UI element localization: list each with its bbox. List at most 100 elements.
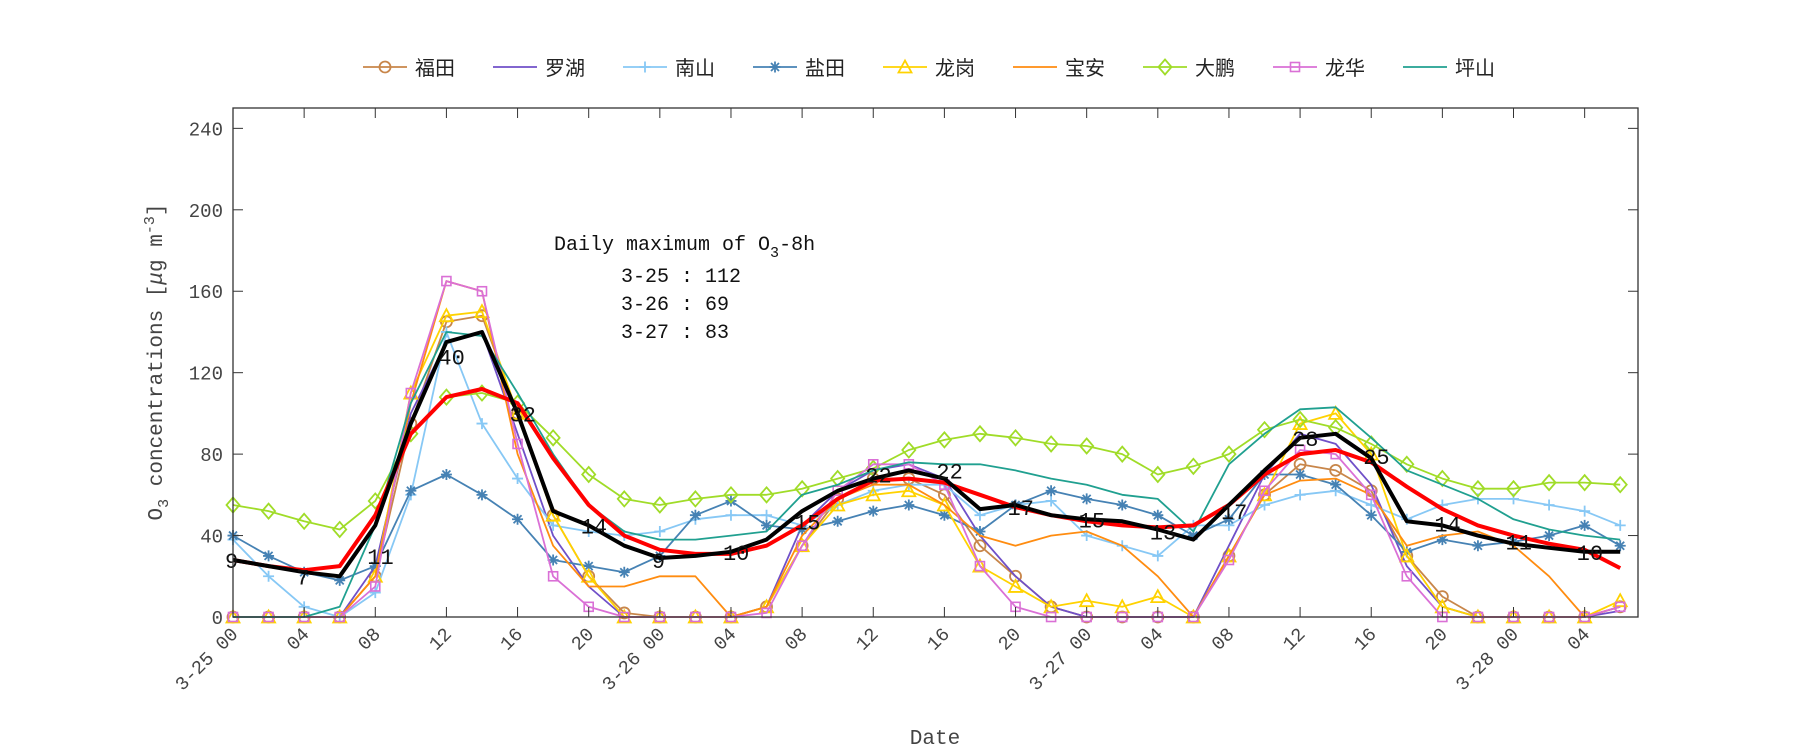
x-tick-label: 3-27 00 bbox=[1025, 624, 1097, 696]
data-point bbox=[1401, 546, 1413, 558]
data-point bbox=[1045, 485, 1057, 497]
series-line bbox=[232, 392, 1621, 531]
x-tick-label: 3-26 00 bbox=[598, 624, 670, 696]
legend-item-宝安: 宝安 bbox=[1013, 56, 1105, 80]
data-point bbox=[1259, 485, 1270, 497]
data-point bbox=[1365, 489, 1377, 501]
data-point bbox=[545, 506, 562, 522]
y-tick-label: 40 bbox=[200, 527, 223, 549]
data-point bbox=[1576, 473, 1593, 492]
annotation-label: 9 bbox=[225, 550, 238, 575]
data-point bbox=[938, 509, 950, 521]
data-point bbox=[260, 502, 277, 521]
series-坪山 bbox=[233, 331, 1621, 618]
data-point bbox=[476, 489, 488, 501]
data-point bbox=[1614, 601, 1626, 613]
data-point bbox=[1223, 554, 1235, 566]
legend-label: 龙华 bbox=[1325, 56, 1365, 80]
data-point bbox=[652, 496, 668, 514]
data-point bbox=[263, 550, 275, 562]
data-point bbox=[1579, 505, 1591, 517]
data-point bbox=[547, 519, 559, 531]
textbox-line: 3-25 : 112 bbox=[621, 266, 741, 289]
legend-label: 龙岗 bbox=[935, 56, 975, 80]
series-line bbox=[232, 330, 1621, 579]
data-point bbox=[441, 275, 452, 287]
y-tick-label: 240 bbox=[189, 119, 223, 141]
annotation-label: 25 bbox=[1363, 446, 1389, 471]
data-point bbox=[1007, 428, 1024, 447]
x-tick-label: 3-28 00 bbox=[1452, 624, 1524, 696]
series-line bbox=[232, 387, 1622, 573]
data-point bbox=[438, 307, 455, 323]
data-point bbox=[796, 523, 808, 535]
legend-label: 大鹏 bbox=[1195, 56, 1235, 80]
data-point bbox=[1081, 493, 1093, 505]
legend-item-罗湖: 罗湖 bbox=[493, 56, 585, 80]
data-point bbox=[296, 512, 312, 531]
y-tick-label: 0 bbox=[212, 608, 223, 630]
data-point bbox=[1292, 410, 1308, 429]
data-point bbox=[1543, 499, 1555, 511]
textbox-title: Daily maximum of O3-8h bbox=[554, 234, 815, 262]
data-point bbox=[263, 570, 275, 582]
x-tick-label: 12 bbox=[425, 624, 457, 656]
x-tick-label: 12 bbox=[1279, 624, 1311, 656]
data-point bbox=[1116, 499, 1128, 511]
x-tick-label: 04 bbox=[1563, 624, 1595, 656]
x-tick-label: 04 bbox=[1136, 624, 1168, 656]
data-point bbox=[405, 485, 417, 497]
data-point bbox=[1401, 570, 1413, 582]
annotation-label: 10 bbox=[723, 542, 749, 567]
annotation-label: 15 bbox=[794, 511, 820, 536]
data-point bbox=[725, 495, 737, 507]
data-point bbox=[1612, 592, 1629, 608]
data-point bbox=[687, 490, 704, 508]
x-tick-label: 16 bbox=[1350, 624, 1382, 656]
data-point bbox=[1294, 489, 1306, 501]
data-point bbox=[974, 509, 986, 521]
data-point bbox=[794, 479, 810, 498]
x-tick-label: 3-25 00 bbox=[171, 624, 243, 696]
data-point bbox=[1007, 578, 1024, 593]
annotation-label: 40 bbox=[438, 346, 464, 371]
data-point bbox=[1398, 547, 1415, 563]
x-tick-label: 16 bbox=[496, 624, 528, 656]
data-point bbox=[1149, 588, 1166, 604]
data-point bbox=[973, 539, 987, 553]
legend-item-南山: 南山 bbox=[623, 56, 715, 80]
data-point bbox=[1152, 509, 1164, 521]
y-tick-label: 200 bbox=[189, 201, 223, 223]
data-point bbox=[512, 473, 524, 485]
annotation-label: 7 bbox=[296, 566, 309, 591]
data-point bbox=[725, 509, 737, 521]
data-point bbox=[1329, 464, 1343, 477]
annotation-label: 22 bbox=[865, 464, 891, 489]
data-point bbox=[1223, 513, 1235, 525]
data-point bbox=[583, 525, 595, 537]
annotation-label: 32 bbox=[510, 403, 536, 428]
y-tick-label: 120 bbox=[189, 364, 223, 386]
legend-item-盐田: 盐田 bbox=[753, 56, 845, 80]
data-point bbox=[1434, 469, 1451, 488]
annotation-label: 13 bbox=[1150, 521, 1176, 546]
data-point bbox=[903, 499, 915, 511]
legend-item-大鹏: 大鹏 bbox=[1143, 56, 1235, 80]
data-point bbox=[867, 505, 879, 517]
annotation-label: 14 bbox=[1434, 513, 1460, 538]
data-point bbox=[865, 486, 882, 502]
data-point bbox=[580, 567, 597, 583]
x-tick-label: 16 bbox=[923, 624, 955, 656]
x-tick-label: 20 bbox=[1421, 624, 1453, 656]
daily-max-textbox: Daily maximum of O3-8h 3-25 : 112 3-26 :… bbox=[554, 234, 815, 345]
legend-marker bbox=[769, 61, 781, 73]
data-point bbox=[1612, 475, 1628, 494]
legend-label: 坪山 bbox=[1455, 56, 1495, 80]
data-point bbox=[332, 520, 348, 539]
data-point bbox=[1078, 437, 1095, 455]
data-point bbox=[832, 515, 844, 527]
y-tick-label: 160 bbox=[189, 282, 223, 304]
data-point bbox=[369, 587, 381, 599]
x-tick-label: 08 bbox=[781, 624, 813, 656]
legend-label: 南山 bbox=[675, 56, 715, 80]
